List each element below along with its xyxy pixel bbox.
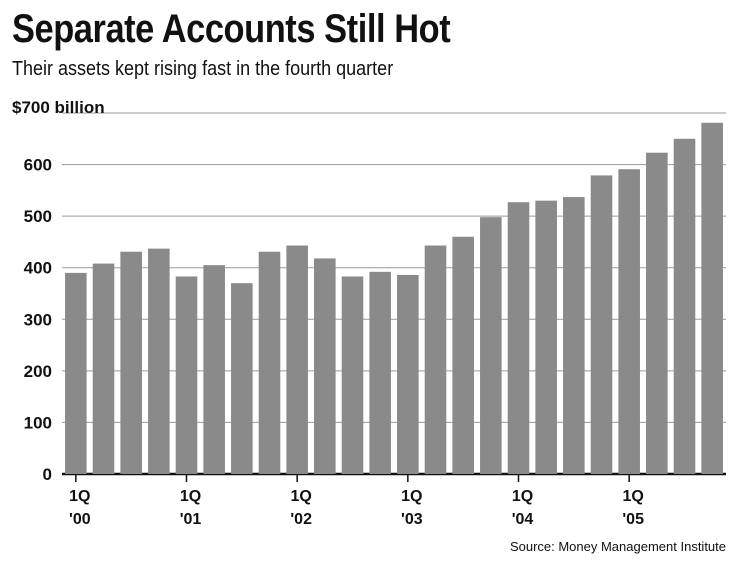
x-tick-label-year: '00 bbox=[69, 511, 91, 528]
x-tick-label-quarter: 1Q bbox=[512, 488, 533, 505]
y-tick-label: 100 bbox=[24, 413, 52, 432]
bar bbox=[480, 217, 502, 474]
bar bbox=[175, 276, 198, 474]
x-tick-label-year: '01 bbox=[180, 511, 202, 528]
bar bbox=[314, 258, 336, 474]
bar bbox=[507, 202, 530, 474]
bar bbox=[646, 152, 668, 474]
bar bbox=[563, 197, 585, 474]
bar bbox=[369, 271, 391, 474]
gridlines bbox=[62, 112, 726, 476]
x-tick-label-quarter: 1Q bbox=[69, 488, 90, 505]
bar bbox=[618, 169, 640, 474]
y-tick-label: 400 bbox=[24, 259, 52, 278]
x-tick-label-quarter: 1Q bbox=[290, 488, 311, 505]
y-tick-label: 500 bbox=[24, 207, 52, 226]
source-note: Source: Money Management Institute bbox=[509, 539, 726, 554]
y-tick-label: 200 bbox=[24, 362, 52, 381]
x-tick-label-quarter: 1Q bbox=[622, 488, 643, 505]
bar bbox=[286, 245, 308, 474]
y-tick-label: 600 bbox=[24, 156, 52, 175]
x-axis-tick-labels: 1Q '00 1Q '01 1Q '02 1Q '03 1Q '04 1Q '05 bbox=[69, 474, 644, 528]
bar bbox=[673, 138, 696, 475]
y-axis-tick-labels: 0 100 200 300 400 500 600 $700 billion bbox=[12, 98, 105, 484]
bar bbox=[203, 265, 225, 474]
bar bbox=[231, 283, 253, 474]
y-tick-label: 0 bbox=[43, 465, 52, 484]
x-tick-label-year: '03 bbox=[401, 511, 423, 528]
bar bbox=[701, 122, 723, 474]
bar bbox=[590, 175, 613, 474]
x-tick-label-year: '05 bbox=[622, 511, 644, 528]
bar bbox=[452, 236, 474, 474]
x-tick-label-quarter: 1Q bbox=[180, 488, 201, 505]
bar bbox=[148, 248, 170, 474]
bar bbox=[120, 251, 142, 474]
bar bbox=[535, 200, 557, 474]
y-tick-label: $700 billion bbox=[12, 98, 105, 117]
bars bbox=[65, 122, 723, 475]
x-tick-label-year: '04 bbox=[512, 511, 534, 528]
x-tick-label-quarter: 1Q bbox=[401, 488, 422, 505]
bar bbox=[341, 276, 364, 474]
chart-subtitle: Their assets kept rising fast in the fou… bbox=[12, 58, 394, 80]
bar bbox=[65, 272, 87, 474]
bar bbox=[424, 245, 447, 474]
bar bbox=[397, 274, 419, 474]
chart-title: Separate Accounts Still Hot bbox=[12, 7, 451, 51]
bar bbox=[258, 251, 281, 474]
bar bbox=[92, 263, 115, 474]
x-tick-label-year: '02 bbox=[290, 511, 312, 528]
y-tick-label: 300 bbox=[24, 310, 52, 329]
